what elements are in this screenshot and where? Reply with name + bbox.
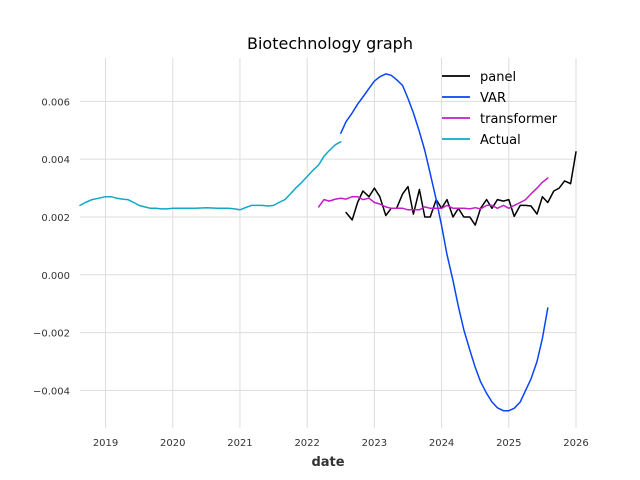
x-axis-label: date: [311, 455, 344, 470]
legend-label-actual: Actual: [480, 133, 521, 148]
series-line-actual: [79, 141, 342, 211]
series-line-transformer: [317, 177, 549, 211]
y-tick-label: −0.004: [33, 386, 70, 397]
series-layer: [79, 73, 577, 412]
legend: panel VAR transformer Actual: [442, 70, 558, 148]
tick-layer: 2019 2020 2021 2022 2023 2024 2025 2026 −0.004 −0…: [33, 97, 589, 449]
series-line-var: [340, 73, 549, 412]
x-tick-label: 2024: [429, 438, 454, 449]
y-tick-label: 0.006: [41, 97, 70, 108]
y-tick-label: 0.004: [41, 155, 70, 166]
x-tick-label: 2023: [362, 438, 387, 449]
y-tick-label: 0.000: [41, 271, 70, 282]
y-tick-label: 0.002: [41, 213, 70, 224]
y-tick-label: −0.002: [33, 329, 70, 340]
x-tick-label: 2020: [160, 438, 185, 449]
x-tick-label: 2025: [496, 438, 521, 449]
grid-layer: [80, 58, 577, 428]
x-tick-label: 2026: [563, 438, 588, 449]
x-tick-label: 2022: [294, 438, 319, 449]
x-tick-label: 2019: [93, 438, 118, 449]
series-line-panel: [345, 151, 577, 226]
chart-title: Biotechnology graph: [247, 34, 413, 53]
legend-label-transformer: transformer: [480, 112, 558, 127]
legend-label-var: VAR: [480, 91, 506, 106]
x-tick-label: 2021: [227, 438, 252, 449]
legend-label-panel: panel: [480, 70, 516, 85]
